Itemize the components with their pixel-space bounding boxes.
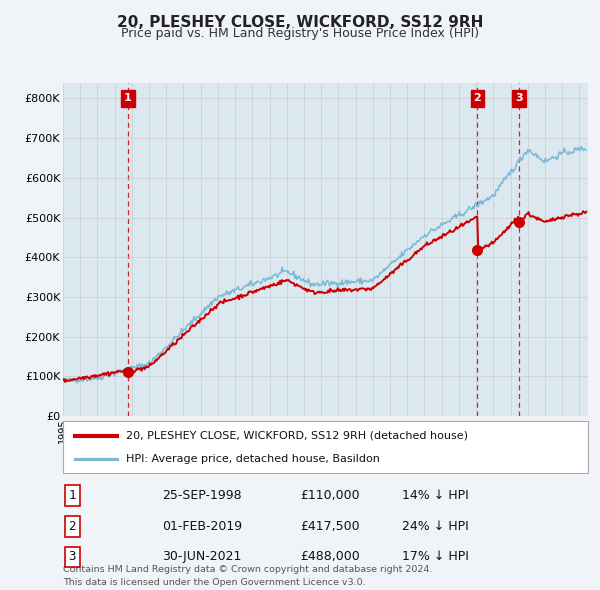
Text: 20, PLESHEY CLOSE, WICKFORD, SS12 9RH: 20, PLESHEY CLOSE, WICKFORD, SS12 9RH: [117, 15, 483, 30]
Text: 2: 2: [68, 520, 76, 533]
Text: £488,000: £488,000: [300, 550, 360, 563]
Text: 24% ↓ HPI: 24% ↓ HPI: [402, 520, 469, 533]
Text: 3: 3: [515, 93, 523, 103]
Text: 20, PLESHEY CLOSE, WICKFORD, SS12 9RH (detached house): 20, PLESHEY CLOSE, WICKFORD, SS12 9RH (d…: [126, 431, 468, 441]
Text: This data is licensed under the Open Government Licence v3.0.: This data is licensed under the Open Gov…: [63, 578, 365, 587]
Text: 30-JUN-2021: 30-JUN-2021: [162, 550, 241, 563]
Text: Price paid vs. HM Land Registry's House Price Index (HPI): Price paid vs. HM Land Registry's House …: [121, 27, 479, 40]
Text: 17% ↓ HPI: 17% ↓ HPI: [402, 550, 469, 563]
Text: 1: 1: [124, 93, 131, 103]
Text: 25-SEP-1998: 25-SEP-1998: [162, 489, 242, 502]
Text: £110,000: £110,000: [300, 489, 359, 502]
Text: HPI: Average price, detached house, Basildon: HPI: Average price, detached house, Basi…: [126, 454, 380, 464]
Text: 1: 1: [68, 489, 76, 502]
Text: 3: 3: [68, 550, 76, 563]
Text: 14% ↓ HPI: 14% ↓ HPI: [402, 489, 469, 502]
Text: 01-FEB-2019: 01-FEB-2019: [162, 520, 242, 533]
Text: Contains HM Land Registry data © Crown copyright and database right 2024.: Contains HM Land Registry data © Crown c…: [63, 565, 433, 574]
Text: £417,500: £417,500: [300, 520, 359, 533]
Text: 2: 2: [473, 93, 481, 103]
